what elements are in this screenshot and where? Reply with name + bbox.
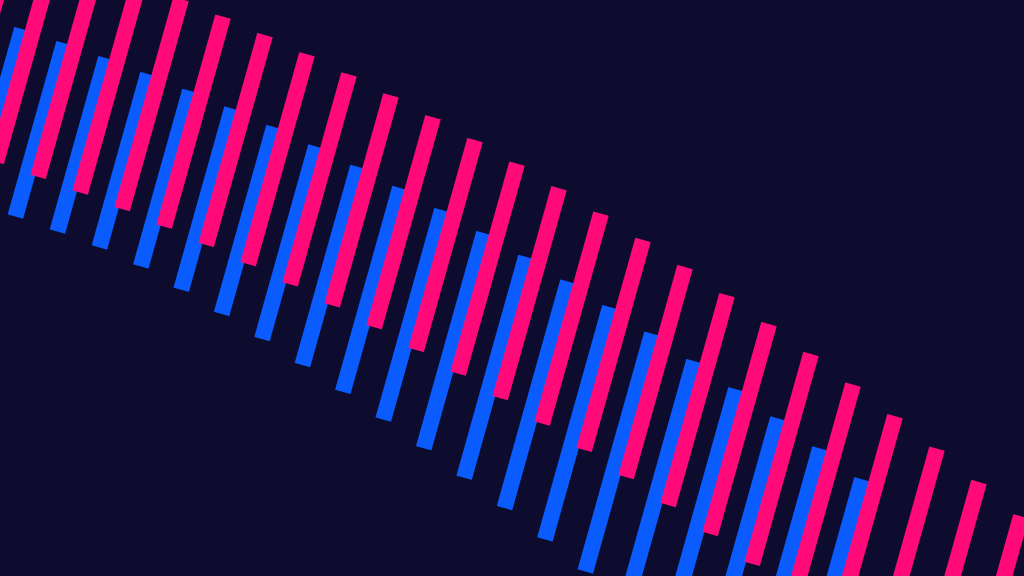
pink-stripe <box>0 0 50 165</box>
blue-stripe <box>456 254 534 480</box>
pink-stripe <box>791 382 861 576</box>
pink-stripe <box>492 186 567 401</box>
blue-stripe-group <box>0 26 870 576</box>
blue-stripe <box>826 477 870 576</box>
pink-stripe <box>893 446 945 576</box>
blue-stripe <box>294 164 366 368</box>
pink-stripe <box>408 137 483 353</box>
pink-stripe <box>0 0 4 15</box>
pink-stripe <box>702 321 777 537</box>
pink-stripe <box>366 115 441 330</box>
pink-stripe <box>450 161 525 376</box>
pink-stripe <box>198 32 273 248</box>
pink-stripe <box>744 351 819 566</box>
pink-stripe <box>618 264 693 480</box>
pink-stripe <box>944 479 987 576</box>
pink-stripe <box>995 514 1024 576</box>
pink-stripe <box>156 14 231 229</box>
pink-stripe <box>324 93 399 308</box>
blue-stripe <box>775 446 828 576</box>
pink-stripe <box>841 414 903 576</box>
pink-stripe <box>72 0 143 195</box>
pink-stripe <box>240 52 315 267</box>
pink-stripe <box>534 211 609 426</box>
blue-stripe <box>133 88 198 269</box>
blue-stripe <box>625 358 702 576</box>
blue-stripe <box>375 207 450 422</box>
pink-stripe <box>576 237 651 452</box>
blue-stripe <box>173 106 240 292</box>
blue-stripe <box>91 71 156 250</box>
blue-stripe <box>577 331 660 574</box>
blue-stripe <box>213 124 282 317</box>
blue-stripe <box>537 305 618 542</box>
blue-stripe <box>496 279 576 511</box>
blue-stripe <box>675 387 744 576</box>
blue-stripe <box>335 185 408 394</box>
blue-stripe <box>416 230 492 451</box>
pink-stripe <box>282 72 357 287</box>
pink-stripe <box>30 0 96 179</box>
blue-stripe <box>725 416 786 576</box>
blue-stripe <box>254 144 324 342</box>
pink-stripe <box>114 0 189 212</box>
pink-stripe <box>660 293 735 508</box>
